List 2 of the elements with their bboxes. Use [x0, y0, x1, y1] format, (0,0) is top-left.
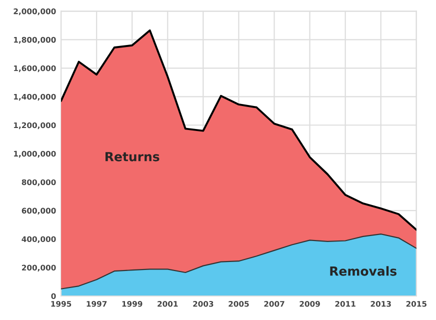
series-label: Removals [330, 266, 396, 276]
series-label: Returns [106, 152, 160, 162]
